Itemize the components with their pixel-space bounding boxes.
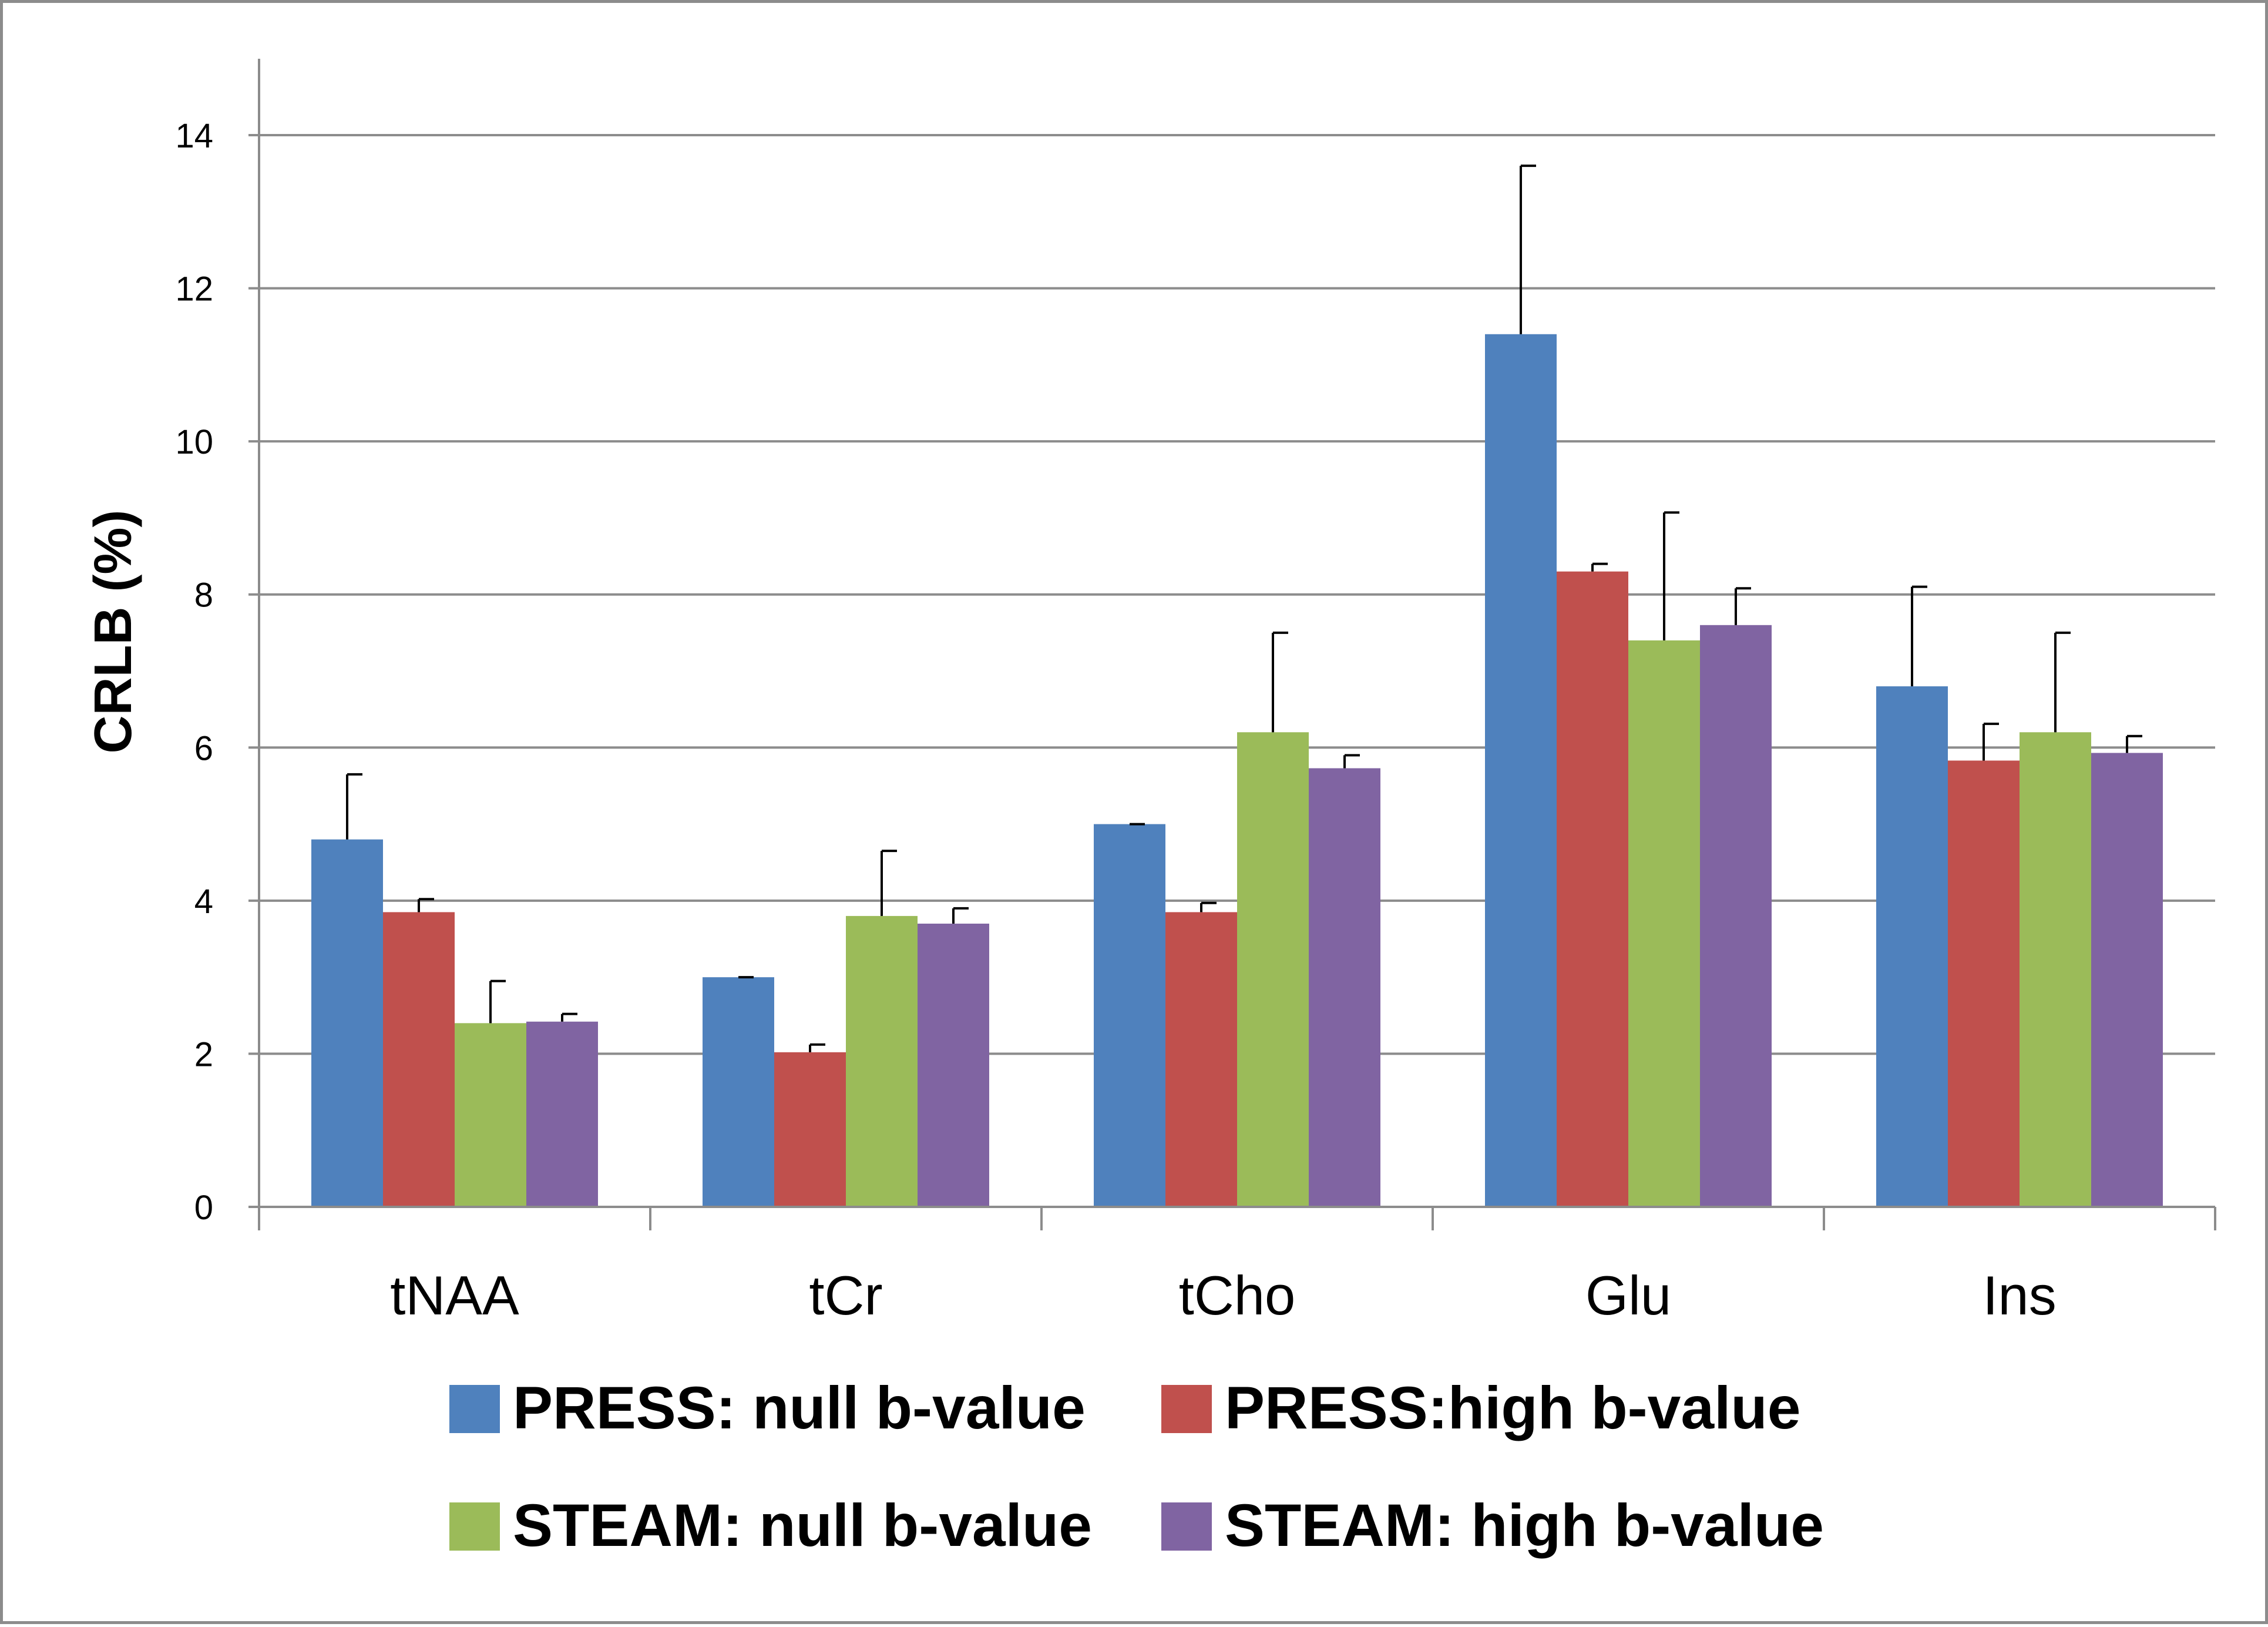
bar: [311, 839, 383, 1207]
y-tick-label: 2: [194, 1035, 213, 1074]
y-tick-label: 6: [194, 729, 213, 767]
legend-swatch: [449, 1502, 500, 1551]
y-axis-title: CRLB (%): [84, 510, 143, 754]
bar: [774, 1052, 846, 1207]
bar: [1485, 334, 1557, 1207]
bar: [2091, 753, 2163, 1207]
x-category-label: tCho: [1179, 1264, 1296, 1326]
legend-label: PRESS: null b-value: [513, 1374, 1086, 1441]
bar: [1876, 686, 1948, 1207]
bar: [526, 1021, 598, 1207]
bar: [1237, 732, 1309, 1207]
legend-label: PRESS:high b-value: [1225, 1374, 1800, 1441]
bar: [846, 915, 918, 1207]
legend-label: STEAM: high b-value: [1225, 1492, 1824, 1559]
bar: [1165, 912, 1237, 1207]
y-tick-label: 12: [175, 270, 213, 308]
y-tick-label: 14: [175, 117, 213, 155]
x-category-label: tCr: [809, 1264, 882, 1326]
legend-label: STEAM: null b-value: [513, 1492, 1092, 1559]
legend-swatch: [449, 1385, 500, 1433]
legend: PRESS: null b-value PRESS:high b-value STE…: [449, 1374, 1824, 1559]
bar: [918, 923, 989, 1207]
bar: [1700, 625, 1772, 1207]
x-category-label: Ins: [1983, 1264, 2056, 1326]
x-category-label: tNAA: [390, 1264, 519, 1326]
error-bars: [346, 165, 2142, 1052]
bar: [1948, 760, 2020, 1207]
bars: [311, 334, 2163, 1207]
legend-swatch: [1161, 1385, 1212, 1433]
bar: [1309, 768, 1380, 1207]
bar: [2020, 732, 2091, 1207]
y-tick-label: 8: [194, 576, 213, 615]
axes: [248, 59, 2216, 1230]
bar: [383, 912, 455, 1207]
x-category-label: Glu: [1585, 1264, 1671, 1326]
y-tick-label: 10: [175, 423, 213, 461]
bar: [1094, 824, 1165, 1207]
bar: [1557, 571, 1628, 1207]
bar-chart: 0 2 4 6 8 10 12 14 tNAA tCr tCho Glu Ins CRLB (%) PR…: [84, 59, 2216, 1559]
y-tick-label: 0: [194, 1189, 213, 1227]
bar: [455, 1023, 526, 1207]
tick-labels: 0 2 4 6 8 10 12 14 tNAA tCr tCho Glu Ins: [175, 117, 2056, 1326]
y-tick-label: 4: [194, 883, 213, 921]
bar: [703, 977, 774, 1207]
legend-swatch: [1161, 1502, 1212, 1551]
bar: [1628, 640, 1700, 1207]
